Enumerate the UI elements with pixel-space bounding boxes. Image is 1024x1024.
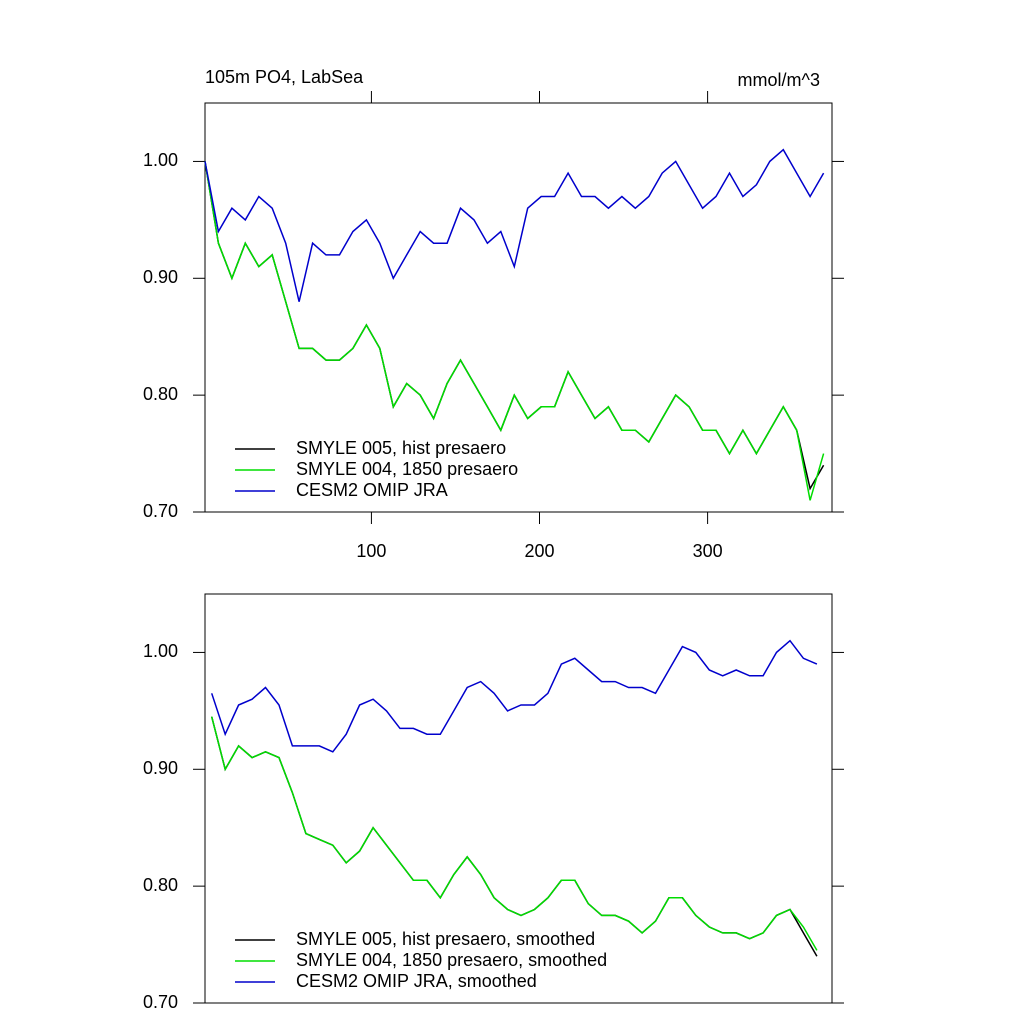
legend-label: SMYLE 004, 1850 presaero bbox=[296, 459, 518, 479]
data-line bbox=[210, 716, 818, 957]
x-tick-label: 300 bbox=[693, 541, 723, 561]
data-line bbox=[210, 639, 818, 753]
legend-label: SMYLE 005, hist presaero, smoothed bbox=[296, 929, 595, 949]
y-tick-label: 0.90 bbox=[143, 267, 178, 287]
y-tick-label: 1.00 bbox=[143, 150, 178, 170]
units-label: mmol/m^3 bbox=[738, 70, 820, 90]
x-tick-label: 100 bbox=[356, 541, 386, 561]
chart-title: 105m PO4, LabSea bbox=[205, 67, 364, 87]
data-line bbox=[204, 161, 825, 501]
y-tick-label: 0.70 bbox=[143, 992, 178, 1012]
y-tick-label: 0.90 bbox=[143, 758, 178, 778]
legend-label: SMYLE 005, hist presaero bbox=[296, 438, 506, 458]
plot-frame bbox=[204, 593, 833, 1004]
y-tick-label: 1.00 bbox=[143, 641, 178, 661]
legend-label: CESM2 OMIP JRA, smoothed bbox=[296, 971, 537, 991]
data-line bbox=[204, 148, 825, 302]
plot-frame bbox=[204, 102, 833, 513]
x-tick-label: 200 bbox=[524, 541, 554, 561]
data-line bbox=[210, 716, 818, 951]
y-tick-label: 0.70 bbox=[143, 501, 178, 521]
legend-label: CESM2 OMIP JRA bbox=[296, 480, 448, 500]
legend-label: SMYLE 004, 1850 presaero, smoothed bbox=[296, 950, 607, 970]
y-tick-label: 0.80 bbox=[143, 384, 178, 404]
y-tick-label: 0.80 bbox=[143, 875, 178, 895]
